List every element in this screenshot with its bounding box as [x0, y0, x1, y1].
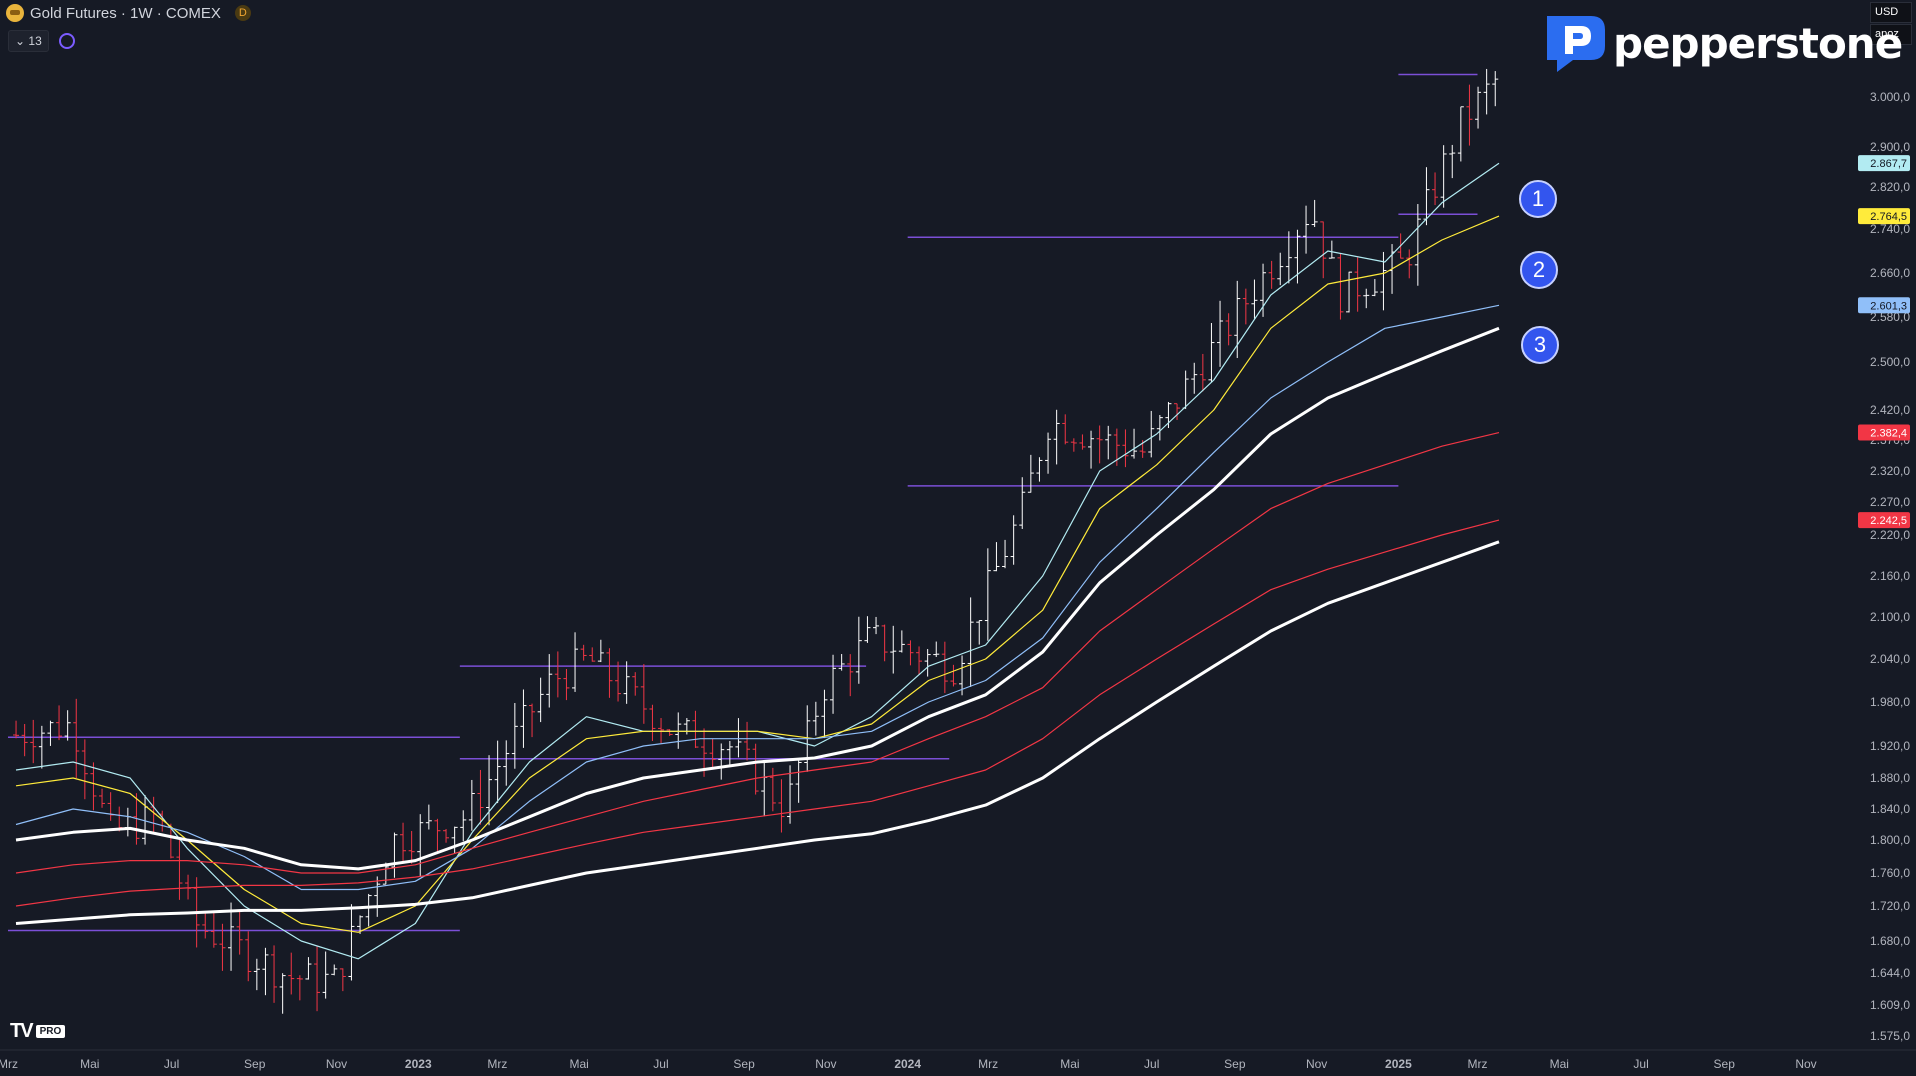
price-axis-tick: 2.900,0: [1870, 140, 1910, 154]
time-axis-label: Mai: [1550, 1057, 1569, 1071]
brand-logo: pepperstone: [1543, 12, 1903, 74]
price-badge: 2.764,5: [1870, 211, 1907, 223]
time-axis-label: Nov: [1306, 1057, 1327, 1071]
price-badge: 2.867,7: [1870, 158, 1907, 170]
time-axis-label: Sep: [1224, 1057, 1246, 1071]
marker-1: 1: [1519, 180, 1557, 218]
price-axis-tick: 3.000,0: [1870, 90, 1910, 104]
indicators-count: 13: [28, 34, 42, 48]
price-axis-tick: 1.980,0: [1870, 695, 1910, 709]
settings-gear-icon[interactable]: [58, 33, 75, 49]
time-axis-label: Nov: [326, 1057, 347, 1071]
moving-average-line: [15, 304, 1500, 891]
price-axis-tick: 1.880,0: [1870, 771, 1910, 785]
time-axis-label: Jul: [164, 1057, 179, 1071]
tradingview-watermark: TV PRO: [10, 1020, 66, 1043]
time-axis-label: Mrz: [1468, 1057, 1488, 1071]
price-axis-tick: 1.760,0: [1870, 866, 1910, 880]
time-axis-label: Mai: [570, 1057, 589, 1071]
time-axis-label: Mai: [1060, 1057, 1079, 1071]
time-axis-label: Mrz: [978, 1057, 998, 1071]
price-axis-tick: 1.680,0: [1870, 934, 1910, 948]
price-axis-tick: 2.820,0: [1870, 180, 1910, 194]
price-axis-tick: 2.580,0: [1870, 310, 1910, 324]
indicators-toggle-button[interactable]: ⌄ 13: [8, 30, 49, 52]
price-axis-tick: 1.800,0: [1870, 833, 1910, 847]
moving-average-line: [15, 540, 1500, 925]
time-axis-label: 2023: [405, 1057, 432, 1071]
currency-select[interactable]: USD: [1870, 2, 1912, 23]
price-badge-bg: [1858, 424, 1910, 441]
symbol-title[interactable]: Gold Futures · 1W · COMEX: [30, 4, 221, 22]
price-axis-tick: 1.644,0: [1870, 966, 1910, 980]
price-axis-tick: 1.575,0: [1870, 1029, 1910, 1043]
price-badge-bg: [1858, 155, 1910, 172]
marker-3: 3: [1521, 326, 1559, 364]
symbol-header[interactable]: Gold Futures · 1W · COMEX D: [6, 4, 251, 22]
time-axis-label: 2025: [1385, 1057, 1412, 1071]
price-badge: 2.382,4: [1870, 428, 1907, 440]
price-axis-tick: 1.609,0: [1870, 998, 1910, 1012]
price-axis-tick: 2.740,0: [1870, 222, 1910, 236]
price-axis-tick: 2.420,0: [1870, 403, 1910, 417]
price-axis-tick: 2.660,0: [1870, 266, 1910, 280]
price-axis-tick: 2.100,0: [1870, 610, 1910, 624]
price-axis-tick: 1.720,0: [1870, 899, 1910, 913]
price-axis-tick: 2.160,0: [1870, 569, 1910, 583]
time-axis-label: Mrz: [487, 1057, 507, 1071]
moving-average-line: [15, 432, 1500, 874]
time-axis-label: Mrz: [0, 1057, 18, 1071]
tv-pro-badge: PRO: [35, 1025, 66, 1038]
time-axis-label: Sep: [244, 1057, 266, 1071]
moving-average-line: [15, 162, 1500, 960]
price-badge-bg: [1858, 512, 1910, 529]
marker-2: 2: [1520, 251, 1558, 289]
gold-coin-icon: [6, 4, 24, 22]
price-axis-tick: 2.270,0: [1870, 495, 1910, 509]
brand-name: pepperstone: [1613, 18, 1903, 68]
tv-logo: TV: [10, 1020, 34, 1042]
price-badge-bg: [1858, 297, 1910, 314]
currency-unit-menu: USD apoz: [1870, 2, 1912, 46]
price-badge: 2.601,3: [1870, 300, 1907, 312]
indicator-toolbar: ⌄ 13: [8, 30, 75, 52]
moving-average-line: [15, 519, 1500, 907]
unit-select[interactable]: apoz: [1870, 24, 1912, 45]
time-axis-label: Sep: [733, 1057, 755, 1071]
delay-badge: D: [234, 5, 251, 21]
price-axis-tick: 1.840,0: [1870, 802, 1910, 816]
price-axis-panel: [1858, 0, 1916, 1076]
price-axis-tick: 2.320,0: [1870, 464, 1910, 478]
price-badge: 2.242,5: [1870, 515, 1907, 527]
time-axis-label: Jul: [653, 1057, 668, 1071]
price-axis-tick: 2.220,0: [1870, 528, 1910, 542]
time-axis-label: Sep: [1714, 1057, 1736, 1071]
time-axis-label: Jul: [1633, 1057, 1648, 1071]
pepperstone-p-icon: [1547, 16, 1605, 72]
time-axis-label: 2024: [894, 1057, 921, 1071]
time-axis-label: Nov: [815, 1057, 836, 1071]
price-badge-bg: [1858, 208, 1910, 225]
price-axis-tick: 2.500,0: [1870, 355, 1910, 369]
time-axis-label: Mai: [80, 1057, 99, 1071]
price-axis-tick: 1.920,0: [1870, 739, 1910, 753]
moving-average-line: [15, 215, 1500, 933]
time-axis-label: Nov: [1795, 1057, 1816, 1071]
time-axis-label: Jul: [1144, 1057, 1159, 1071]
price-axis-tick: 2.040,0: [1870, 652, 1910, 666]
moving-average-line: [15, 326, 1500, 871]
